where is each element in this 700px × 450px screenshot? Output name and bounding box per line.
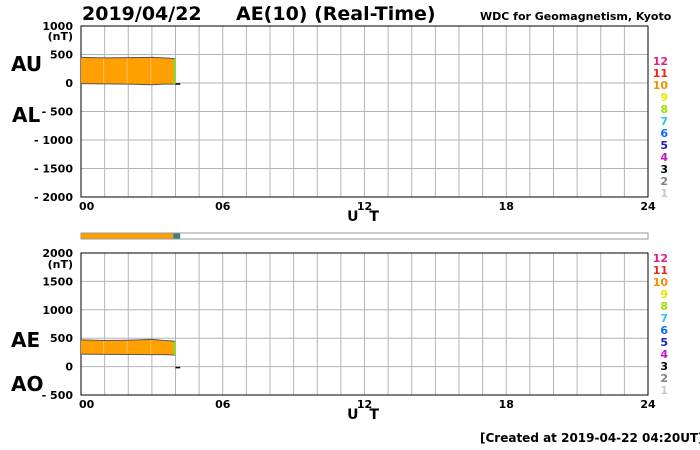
series-line-ao xyxy=(80,353,176,356)
latest-segment xyxy=(173,59,176,84)
y-tick-label: 0 xyxy=(65,77,73,90)
x-tick-label: 12 xyxy=(357,398,372,411)
y-tick-label: 0 xyxy=(65,361,73,374)
station-legend-label: 10 xyxy=(653,79,669,92)
x-axis-label: U T xyxy=(347,407,382,423)
created-timestamp: [Created at 2019-04-22 04:20UT] xyxy=(480,431,700,445)
y-tick-label: 500 xyxy=(50,332,73,345)
station-legend-label: 9 xyxy=(660,288,668,301)
station-legend-label: 9 xyxy=(660,91,668,104)
ae-axis-label: AE xyxy=(11,328,41,352)
station-bar-segment xyxy=(173,233,181,239)
y-tick-label: 500 xyxy=(50,49,73,62)
station-legend-label: 11 xyxy=(653,67,668,80)
x-axis-label: U T xyxy=(347,209,382,225)
x-tick-label: 00 xyxy=(79,200,95,213)
x-tick-label: 06 xyxy=(215,200,231,213)
y-tick-label: 1500 xyxy=(42,275,73,288)
x-tick-label: 18 xyxy=(499,398,514,411)
au-axis-label: AU xyxy=(11,52,43,76)
series-line-al xyxy=(80,83,176,86)
plot-title: AE(10) (Real-Time) xyxy=(236,3,436,25)
station-legend-label: 12 xyxy=(653,252,668,265)
series-band-ae xyxy=(81,339,176,356)
station-legend-label: 7 xyxy=(660,312,668,325)
series-line-ae xyxy=(80,338,176,343)
y-tick-label: - 2000 xyxy=(34,191,73,204)
station-legend-label: 8 xyxy=(660,103,668,116)
station-legend-label: 2 xyxy=(660,372,668,385)
station-legend-label: 5 xyxy=(660,336,668,349)
y-tick-label: - 500 xyxy=(42,106,74,119)
organization-label: WDC for Geomagnetism, Kyoto xyxy=(480,10,672,23)
y-unit-label: (nT) xyxy=(48,258,73,271)
station-legend-label: 1 xyxy=(660,187,668,200)
x-tick-label: 24 xyxy=(640,200,656,213)
ao-axis-label: AO xyxy=(11,372,44,396)
station-legend-label: 4 xyxy=(660,348,668,361)
x-tick-label: 24 xyxy=(640,398,656,411)
station-legend-label: 5 xyxy=(660,139,668,152)
station-legend-label: 1 xyxy=(660,384,668,397)
plot-frame xyxy=(80,252,649,396)
station-legend-label: 7 xyxy=(660,115,668,128)
plot-date: 2019/04/22 xyxy=(82,3,202,25)
y-tick-label: - 500 xyxy=(42,389,74,402)
y-tick-label: - 1000 xyxy=(34,134,73,147)
y-tick-label: 1000 xyxy=(42,304,73,317)
x-tick-label: 12 xyxy=(357,200,372,213)
station-bar-segment xyxy=(81,233,174,239)
series-line-au xyxy=(80,56,176,60)
plot-frame xyxy=(80,25,649,198)
x-tick-label: 18 xyxy=(499,200,514,213)
station-legend-label: 3 xyxy=(660,360,668,373)
station-legend-label: 6 xyxy=(660,324,668,337)
station-legend-label: 3 xyxy=(660,163,668,176)
station-legend-label: 2 xyxy=(660,175,668,188)
y-unit-label: (nT) xyxy=(48,30,73,43)
y-tick-label: - 1500 xyxy=(34,163,73,176)
station-legend-label: 12 xyxy=(653,55,668,68)
station-legend-label: 8 xyxy=(660,300,668,313)
station-legend-label: 4 xyxy=(660,151,668,164)
x-tick-label: 06 xyxy=(215,398,231,411)
y-tick-label: 2000 xyxy=(42,247,73,260)
latest-segment xyxy=(173,341,176,356)
x-tick-label: 00 xyxy=(79,398,95,411)
series-band-au xyxy=(81,57,176,85)
station-legend-label: 10 xyxy=(653,276,669,289)
y-tick-label: 1000 xyxy=(42,20,73,33)
al-axis-label: AL xyxy=(12,103,41,127)
station-legend-label: 6 xyxy=(660,127,668,140)
station-legend-label: 11 xyxy=(653,264,668,277)
